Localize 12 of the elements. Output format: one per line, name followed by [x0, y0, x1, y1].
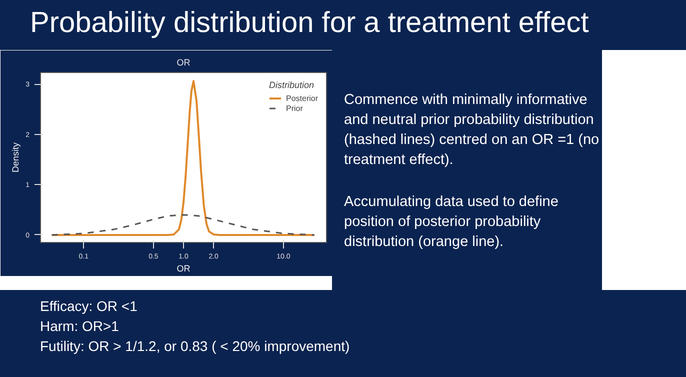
legend-label: Prior [286, 103, 304, 113]
x-axis-title: OR [176, 264, 191, 274]
legend-title: Distribution [268, 80, 316, 90]
y-axis-title: Density [10, 142, 21, 173]
text: Futility: OR > 1/1.2, or 0.83 ( < 20% improvement) [40, 338, 350, 354]
text: Commence with minimally informative and neutral prior probability distribution (hashed lines) centred on an OR =1 (no treatment effect). [344, 91, 600, 170]
text: Efficacy: OR <1 [40, 298, 138, 314]
text: Harm: OR>1 [40, 318, 119, 334]
chart-subtitle: OR [176, 58, 191, 68]
chart-title: Probability distribution for a treatment effect [30, 6, 589, 41]
text: Accumulating data used to define position of posterior probability distribution (orange line). [344, 193, 560, 252]
legend-label: Posterior [286, 93, 318, 103]
